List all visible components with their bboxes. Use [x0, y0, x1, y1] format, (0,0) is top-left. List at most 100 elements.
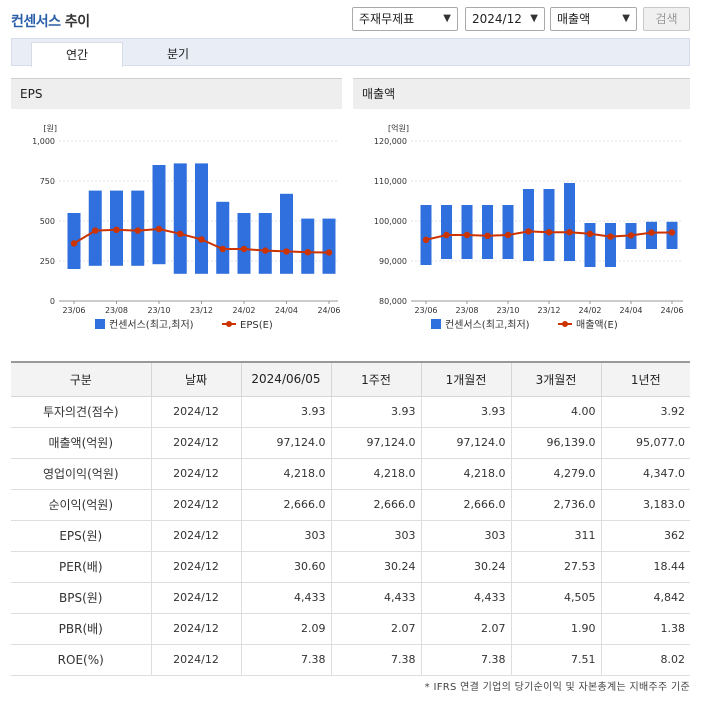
row-date: 2024/12 [150, 395, 242, 428]
column-header: 구분 [11, 361, 152, 397]
row-label: 영업이익(억원) [11, 457, 152, 490]
row-value: 4.00 [510, 395, 602, 428]
tab-quarterly[interactable]: 분기 [166, 47, 190, 61]
table-row: PBR(배) 2024/12 2.09 2.07 2.07 1.90 1.38 [11, 612, 690, 645]
legend-line-marker [562, 321, 568, 327]
eps-chart-svg: 0 250 500 750 1,000 [원] 23/06 23/08 23/10 23/12 24… [32, 124, 340, 331]
row-value: 4,842 [600, 581, 690, 614]
row-value: 3.92 [600, 395, 690, 428]
legend-range-label: 컨센서스(최고,최저) [445, 319, 530, 331]
revenue-chart-svg: 80,000 90,000 100,000 110,000 120,000 [억원] 23/… [374, 123, 684, 331]
consensus-range-bar [258, 213, 272, 274]
row-value: 4,433 [240, 581, 332, 614]
row-value: 8.02 [600, 643, 690, 676]
footnote: * IFRS 연결 기업의 당기순이익 및 자본총계는 지배주주 기준 [424, 682, 690, 693]
consensus-range-bar [584, 223, 596, 267]
estimate-point [283, 248, 290, 255]
estimate-point [668, 229, 676, 236]
row-value: 7.38 [240, 643, 332, 676]
estimate-point [504, 231, 512, 239]
estimate-point [325, 249, 333, 256]
row-value: 2.07 [420, 612, 512, 645]
legend-range-swatch [95, 319, 105, 329]
row-value: 95,077.0 [600, 426, 690, 459]
y-tick-label: 110,000 [374, 177, 407, 186]
row-value: 4,433 [330, 581, 422, 614]
header: 컨센서스 추이 주재무제표 ▼ 2024/12 ▼ 매출액 ▼ 검색 [0, 0, 701, 38]
estimate-point [422, 236, 430, 243]
consensus-range-bar [482, 205, 493, 259]
consensus-table: 구분 날짜 2024/06/05 1주전 1개월전 3개월전 1년전 투자의견(… [11, 361, 690, 676]
row-date: 2024/12 [150, 426, 242, 459]
estimate-point [262, 247, 269, 254]
row-value: 3.93 [420, 395, 512, 428]
estimate-point [155, 225, 163, 233]
estimate-point [113, 226, 120, 233]
search-button[interactable]: 검색 [643, 7, 690, 31]
row-date: 2024/12 [150, 612, 242, 645]
tab-annual[interactable]: 연간 [31, 42, 123, 67]
estimate-point [443, 231, 450, 239]
table-row: 투자의견(점수) 2024/12 3.93 3.93 3.93 4.00 3.92 [11, 395, 690, 428]
period-select[interactable]: 2024/12 ▼ [465, 7, 545, 31]
legend-range-swatch [431, 319, 441, 329]
row-value: 27.53 [510, 550, 602, 583]
x-tick-label: 23/12 [190, 306, 213, 315]
row-value: 4,218.0 [240, 457, 332, 490]
row-value: 30.24 [420, 550, 512, 583]
x-tick-label: 24/06 [660, 306, 683, 315]
y-unit-label: [원] [43, 124, 57, 133]
estimate-point [566, 229, 573, 236]
estimate-point [484, 232, 491, 239]
row-value: 4,279.0 [510, 457, 602, 490]
row-value: 7.38 [420, 643, 512, 676]
table-row: EPS(원) 2024/12 303 303 303 311 362 [11, 519, 690, 552]
metric-value: 매출액 [557, 12, 591, 26]
estimate-point [198, 236, 205, 243]
row-value: 30.60 [240, 550, 332, 583]
row-value: 97,124.0 [240, 426, 332, 459]
row-value: 1.90 [510, 612, 602, 645]
statement-type-select[interactable]: 주재무제표 ▼ [352, 7, 458, 31]
statement-type-value: 주재무제표 [359, 12, 415, 26]
estimate-point [627, 232, 635, 239]
row-value: 2,666.0 [420, 488, 512, 521]
chevron-down-icon: ▼ [443, 13, 451, 24]
row-label: PER(배) [11, 550, 152, 583]
row-date: 2024/12 [150, 643, 242, 676]
estimate-point [463, 231, 471, 239]
table-header-row: 구분 날짜 2024/06/05 1주전 1개월전 3개월전 1년전 [11, 361, 690, 397]
column-header: 날짜 [150, 361, 242, 397]
consensus-range-bar [523, 189, 534, 261]
chevron-down-icon: ▼ [530, 13, 538, 24]
x-tick-label: 24/06 [317, 306, 340, 315]
estimate-point [545, 229, 553, 236]
row-date: 2024/12 [150, 488, 242, 521]
estimate-point [134, 227, 141, 234]
row-label: 순이익(억원) [11, 488, 152, 521]
row-value: 2.09 [240, 612, 332, 645]
title-suffix: 추이 [60, 14, 90, 30]
column-header: 3개월전 [510, 361, 602, 397]
table-row: 순이익(억원) 2024/12 2,666.0 2,666.0 2,666.0 2,736… [11, 488, 690, 521]
row-label: 투자의견(점수) [11, 395, 152, 428]
y-tick-label: 120,000 [374, 137, 407, 146]
consensus-range-bar [152, 165, 166, 265]
row-value: 2,666.0 [240, 488, 332, 521]
x-tick-label: 23/10 [496, 306, 519, 315]
row-label: BPS(원) [11, 581, 152, 614]
y-tick-label: 750 [40, 177, 55, 186]
row-value: 97,124.0 [420, 426, 512, 459]
estimate-point [92, 227, 99, 234]
x-tick-label: 24/02 [578, 306, 601, 315]
consensus-range-bar [237, 213, 251, 274]
period-tabs: 연간 분기 [11, 38, 690, 67]
consensus-range-bar [564, 183, 575, 261]
row-value: 2,666.0 [330, 488, 422, 521]
row-value: 362 [600, 519, 690, 552]
row-value: 4,218.0 [330, 457, 422, 490]
y-tick-label: 80,000 [379, 297, 407, 306]
metric-select[interactable]: 매출액 ▼ [550, 7, 637, 31]
estimate-point [525, 228, 532, 235]
row-value: 303 [420, 519, 512, 552]
